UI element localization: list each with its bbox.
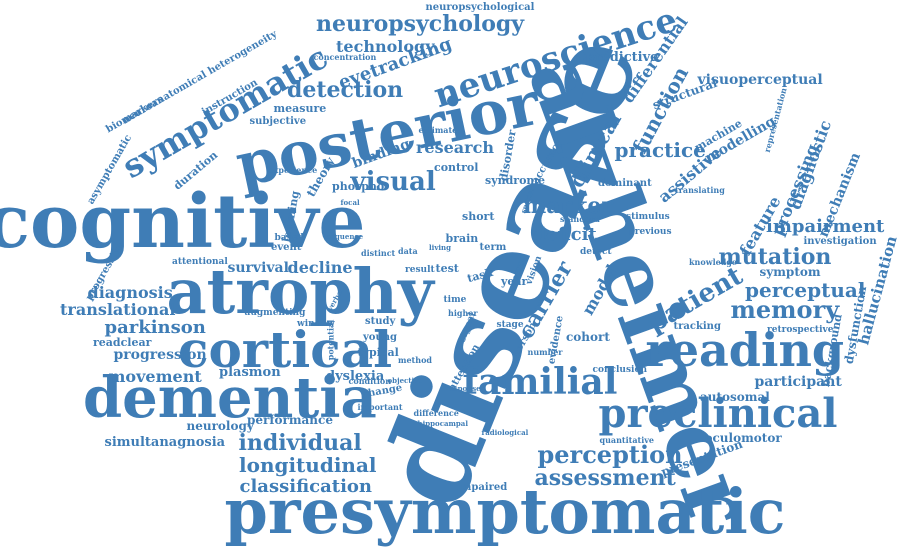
word-memory: memory <box>730 295 840 324</box>
word-study: study <box>365 316 396 327</box>
word-previous: previous <box>628 226 672 237</box>
word-brain: brain <box>445 231 479 245</box>
word-measure: measure <box>273 101 327 115</box>
word-oculomotor: oculomotor <box>704 431 782 445</box>
word-term: term <box>479 242 507 253</box>
word-classification: classification <box>239 476 373 497</box>
word-event: event <box>271 242 302 253</box>
word-data: data <box>398 246 418 256</box>
word-parkinson: parkinson <box>104 317 206 338</box>
word-distinct: distinct <box>361 248 396 258</box>
word-concentration: concentration <box>313 52 377 62</box>
word-young: young <box>363 332 398 343</box>
word-survival: survival <box>227 260 289 276</box>
word-knowledge: knowledge <box>689 257 737 267</box>
word-quantitative: quantitative <box>599 435 655 445</box>
word-decline: decline <box>287 258 353 277</box>
word-research: research <box>416 138 494 157</box>
word-response: response <box>445 383 481 393</box>
word-retrospective: retrospective <box>767 324 834 335</box>
word-dementia: dementia <box>83 365 377 431</box>
word-practice: practice <box>614 138 706 162</box>
word-standard: standard <box>560 214 600 224</box>
word-objective: objective <box>387 375 423 385</box>
word-time: time <box>443 294 467 305</box>
word-autosomal: autosomal <box>700 390 770 404</box>
word-progression: progression <box>113 347 207 363</box>
word-impaired: impaired <box>457 482 508 493</box>
word-investigation: investigation <box>803 236 877 247</box>
word-dyslexia: dyslexia <box>326 368 385 384</box>
word-performance: performance <box>247 413 333 427</box>
word-based: based <box>274 232 304 243</box>
word-number: number <box>527 347 563 357</box>
word-syndrome: syndrome <box>485 173 546 187</box>
word-living: living <box>429 242 452 252</box>
word-method: method <box>398 355 432 365</box>
word-translational: translational <box>60 300 176 319</box>
word-condition: condition <box>348 376 392 386</box>
word-marker: marker <box>523 193 613 219</box>
word-attentional: attentional <box>172 256 228 267</box>
word-typical: typical <box>357 345 399 359</box>
word-focal: focal <box>340 197 360 207</box>
word-translating: translating <box>675 185 725 195</box>
word-perception: perception <box>537 440 683 469</box>
word-experience: experience <box>268 165 318 175</box>
word-subjective: subjective <box>249 116 307 127</box>
word-radiological: radiological <box>481 427 529 437</box>
word-simultanagnosia: simultanagnosia <box>104 434 226 450</box>
word-visuoperceptual: visuoperceptual <box>697 72 823 88</box>
word-short: short <box>462 209 495 223</box>
word-important: important <box>357 402 403 412</box>
word-year: year <box>501 274 528 288</box>
word-neuropsychological: neuropsychological <box>425 2 535 13</box>
word-deficit: deficit <box>533 224 597 245</box>
word-assessment: assessment <box>534 465 676 491</box>
word-individual: individual <box>238 430 362 456</box>
word-movement: movement <box>108 367 202 386</box>
word-dominant: dominant <box>598 178 652 189</box>
word-control: control <box>434 160 479 174</box>
word-reading: reading <box>645 323 845 377</box>
word-sequence: sequence <box>326 231 364 241</box>
word-plasmon: plasmon <box>219 364 281 380</box>
word-tracking: tracking <box>673 321 721 332</box>
word-familial: familial <box>462 361 618 403</box>
word-estimate: estimate <box>418 125 458 135</box>
word-technology: technology <box>336 37 435 56</box>
word-result: result <box>405 264 435 275</box>
word-higher: higher <box>448 308 478 318</box>
word-detect: detect <box>580 246 612 257</box>
word-conclusion: conclusion <box>592 364 648 375</box>
word-cortical: cortical <box>178 320 393 379</box>
word-readclear: readclear <box>93 335 152 349</box>
word-predictive: predictive <box>585 49 659 65</box>
word-test: test <box>435 261 459 275</box>
word-detection: detection <box>287 77 404 103</box>
word-hippocampal: hippocampal <box>417 418 469 428</box>
word-window: window <box>297 318 335 329</box>
word-preclinical: preclinical <box>598 390 838 437</box>
word-difference: difference <box>413 408 459 418</box>
word-atrophy: atrophy <box>166 255 434 328</box>
word-cohort: cohort <box>566 330 610 344</box>
word-mutation: mutation <box>718 244 832 270</box>
word-presymptomatic: presymptomatic <box>224 475 786 548</box>
word-visual: visual <box>350 167 436 197</box>
word-perceptual: perceptual <box>745 278 866 302</box>
word-impairment: impairment <box>766 216 885 237</box>
word-stage: stage <box>496 319 524 330</box>
word-phospho: phospho <box>332 179 385 193</box>
word-augmenting: augmenting <box>244 307 306 318</box>
word-diagnosis: diagnosis <box>87 283 173 302</box>
word-neurology: neurology <box>186 419 254 433</box>
word-longitudinal: longitudinal <box>239 453 377 477</box>
word-symptom: symptom <box>759 265 821 279</box>
word-stimulus: stimulus <box>626 211 670 222</box>
word-cognitive: cognitive <box>0 179 366 265</box>
word-neuropsychology: neuropsychology <box>316 11 525 37</box>
word-participant: participant <box>754 374 842 390</box>
